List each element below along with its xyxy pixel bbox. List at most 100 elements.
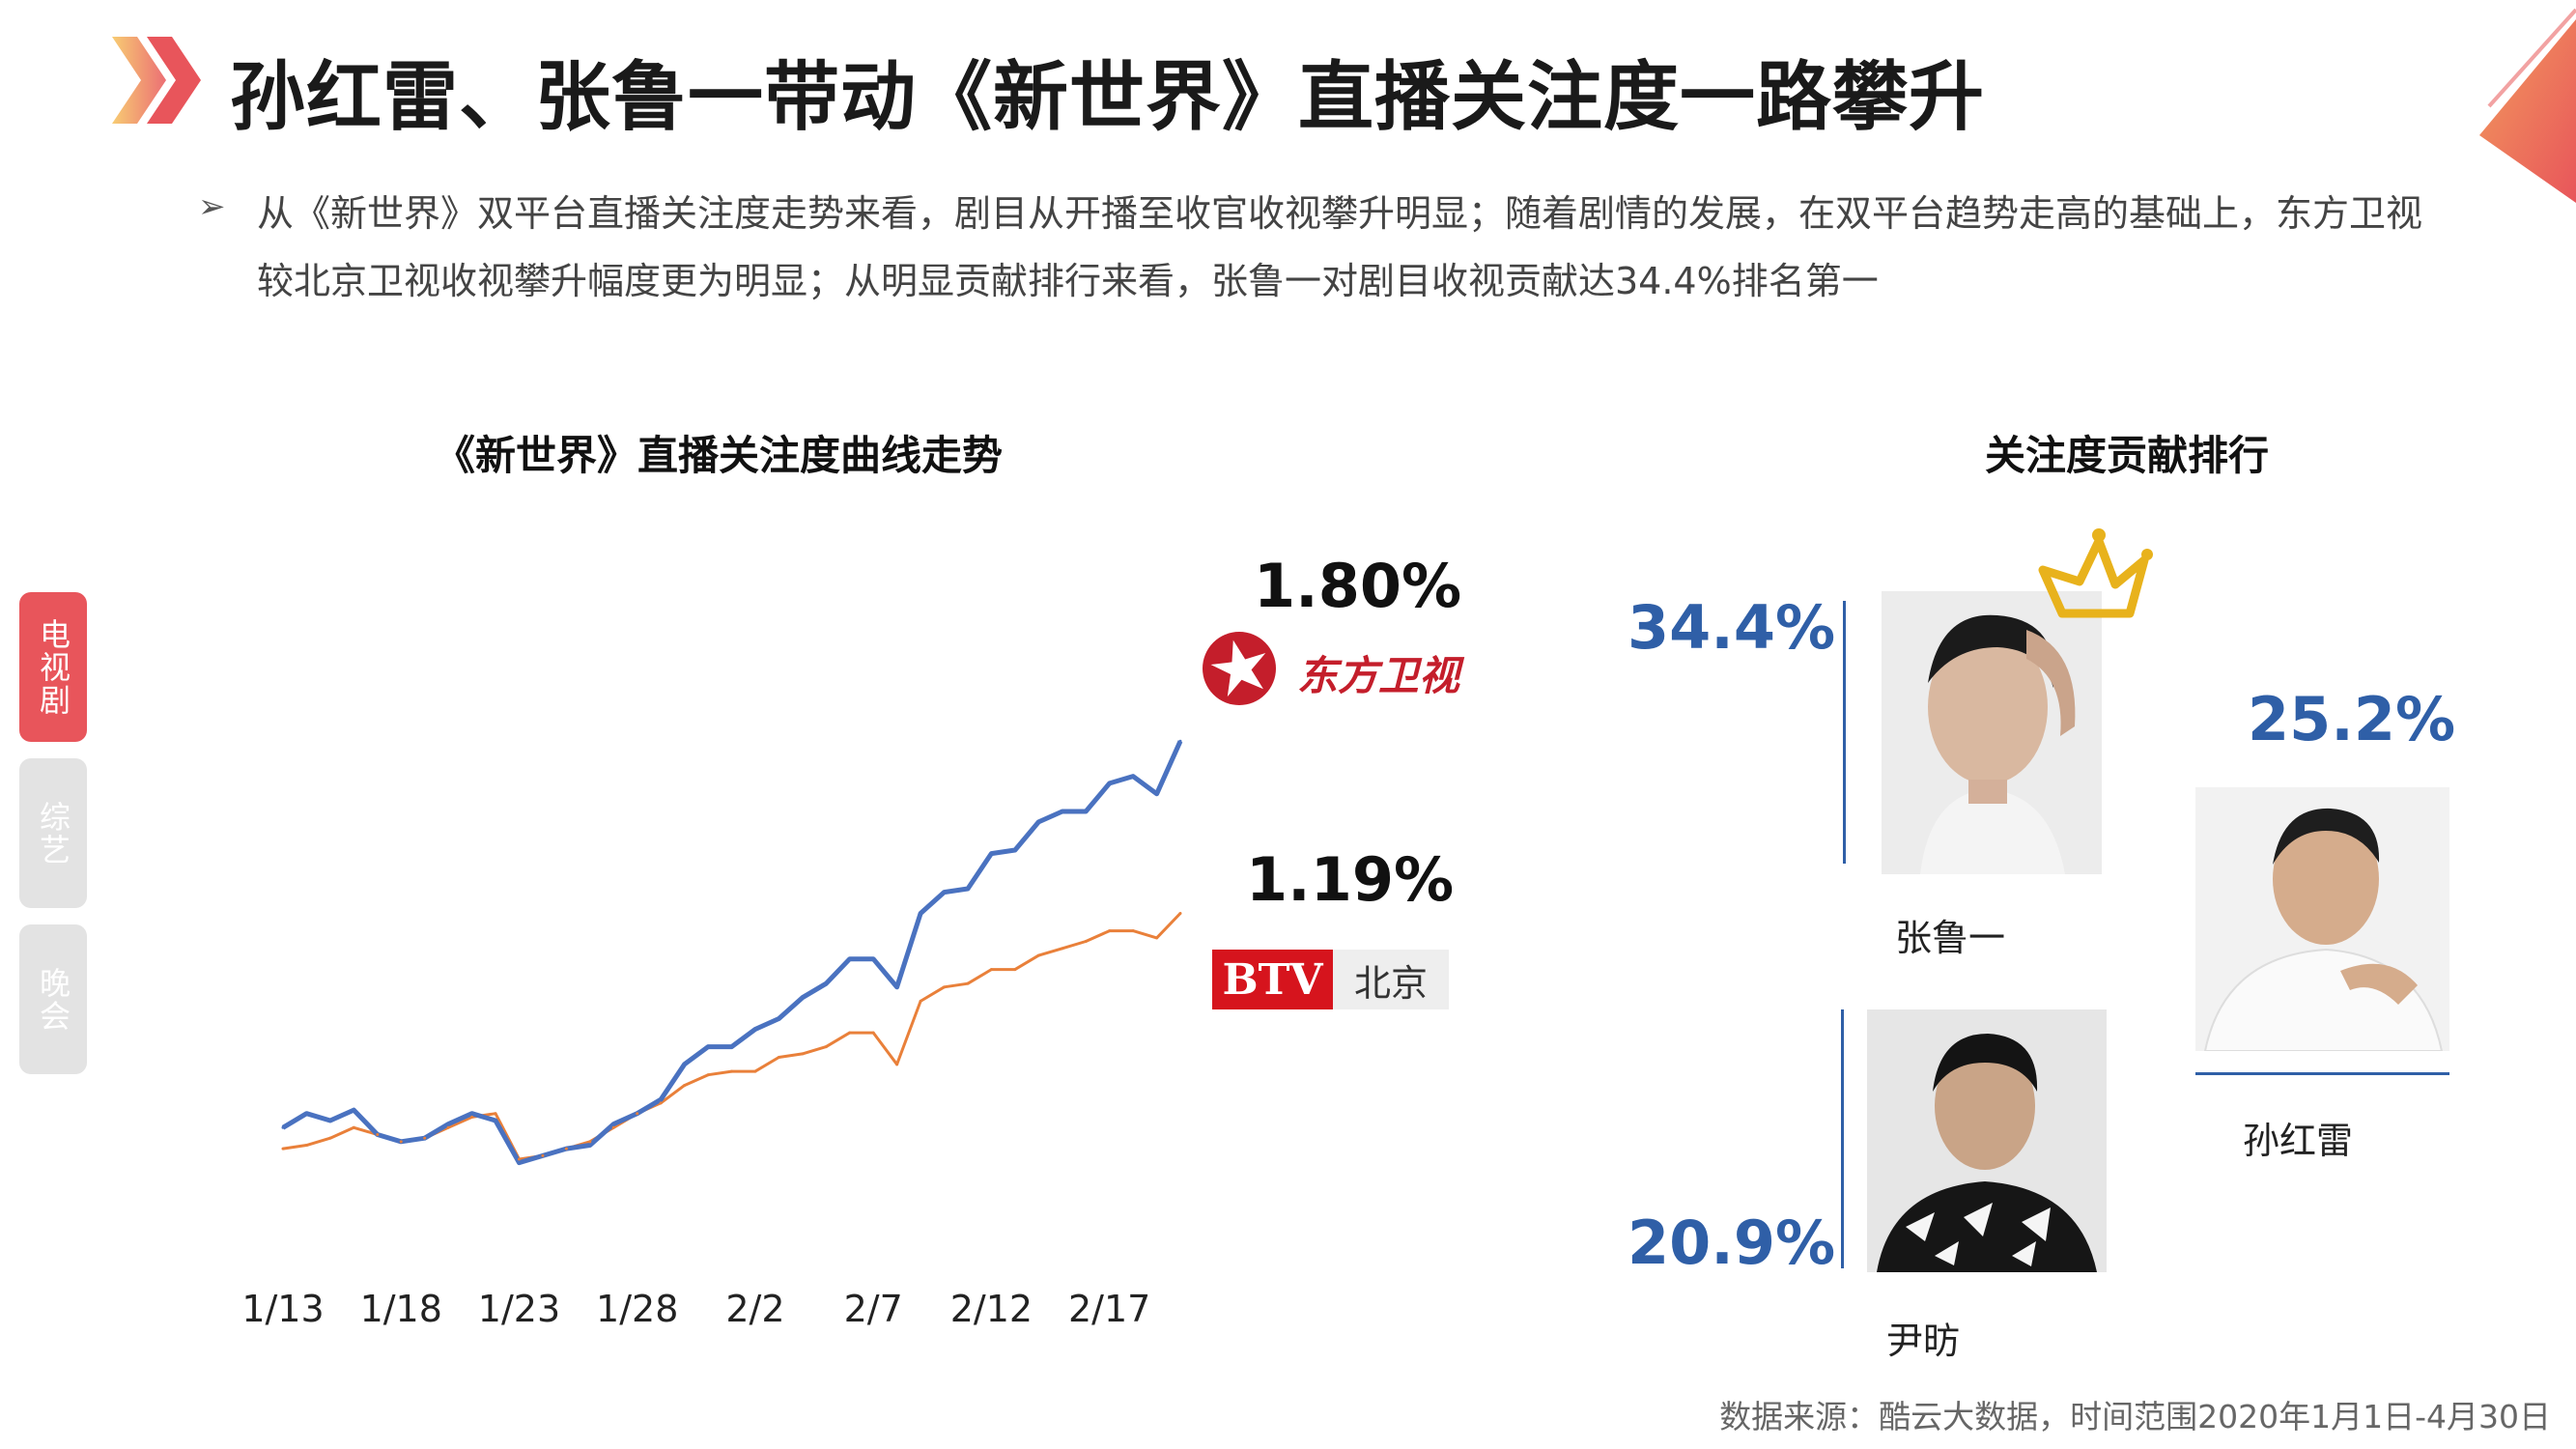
crown-icon [2038,528,2153,618]
x-tick-label-7: 2/17 [1068,1288,1150,1330]
data-source-note: 数据来源：酷云大数据，时间范围2020年1月1日-4月30日 [1719,1398,2551,1435]
data-point-beijing-12 [564,1147,568,1151]
ranking-title: 关注度贡献排行 [1985,432,2270,479]
x-tick-label-3: 1/28 [596,1288,678,1330]
data-point-dongfang-23 [824,981,828,985]
yin-fang-pct: 20.9% [1628,1208,1836,1278]
data-point-dongfang-0 [281,1125,285,1129]
data-point-beijing-5 [399,1140,403,1144]
btv-logo-mark: BTV [1212,950,1333,1009]
x-tick-label-0: 1/13 [241,1288,324,1330]
yin-fang-name: 尹昉 [1886,1320,1961,1362]
sun-honglei-divider [2195,1072,2449,1075]
btv-logo-city: 北京 [1333,950,1449,1009]
x-tick-label-2: 1/23 [478,1288,560,1330]
data-point-dongfang-8 [470,1112,474,1116]
data-point-beijing-35 [1108,929,1112,933]
corner-decoration [2479,8,2576,203]
data-point-beijing-19 [730,1069,733,1073]
data-point-beijing-9 [494,1112,497,1116]
data-point-dongfang-26 [895,985,899,989]
data-point-dongfang-2 [328,1119,332,1122]
data-point-dongfang-7 [446,1122,450,1126]
data-point-dongfang-1 [304,1112,308,1116]
dongfang-tv-logo: 东方卫视 [1201,630,1460,707]
data-point-beijing-30 [989,968,993,972]
data-point-beijing-37 [1155,936,1159,940]
data-point-beijing-36 [1131,929,1135,933]
data-point-beijing-16 [659,1101,663,1105]
data-point-dongfang-28 [943,891,947,895]
data-point-dongfang-37 [1155,792,1159,796]
data-point-beijing-17 [683,1084,687,1088]
x-tick-label-1: 1/18 [360,1288,442,1330]
sun-honglei-name: 孙红雷 [2243,1120,2354,1162]
data-point-beijing-13 [588,1140,592,1144]
data-point-dongfang-19 [730,1045,733,1049]
data-point-beijing-20 [753,1069,757,1073]
data-point-dongfang-18 [706,1045,710,1049]
zhang-luyi-divider [1843,601,1846,864]
btv-logo: BTV 北京 [1212,950,1449,1009]
data-point-beijing-34 [1084,940,1088,944]
yin-fang-photo [1867,1009,2107,1272]
data-point-beijing-4 [376,1133,380,1137]
data-point-beijing-26 [895,1063,899,1066]
data-point-beijing-8 [470,1115,474,1119]
data-point-beijing-1 [304,1143,308,1147]
page-title: 孙红雷、张鲁一带动《新世界》直播关注度一路攀升 [230,54,1986,141]
tab-gala[interactable]: 晚会 [19,924,87,1074]
data-point-beijing-24 [848,1031,852,1035]
x-axis-ticks: 1/13 1/18 1/23 1/28 2/2 2/7 2/12 2/17 [241,1288,1150,1330]
zhang-luyi-pct: 34.4% [1628,592,1836,663]
data-point-dongfang-13 [588,1143,592,1147]
data-point-beijing-18 [706,1073,710,1077]
data-point-dongfang-35 [1108,781,1112,785]
data-point-beijing-32 [1036,953,1040,957]
data-point-beijing-6 [423,1136,427,1140]
tab-tv-series[interactable]: 电视剧 [19,592,87,742]
zhang-luyi-name: 张鲁一 [1895,917,2006,959]
data-point-beijing-29 [966,981,970,985]
data-point-dongfang-31 [1013,848,1017,852]
data-point-dongfang-34 [1084,810,1088,813]
x-tick-label-5: 2/7 [844,1288,903,1330]
data-point-dongfang-3 [352,1108,355,1112]
data-point-beijing-23 [824,1045,828,1049]
data-point-dongfang-32 [1036,820,1040,824]
data-point-beijing-10 [517,1157,521,1161]
sun-honglei-photo [2195,787,2449,1051]
data-point-beijing-0 [281,1147,285,1151]
data-point-beijing-28 [943,985,947,989]
data-point-beijing-27 [919,999,922,1003]
data-point-beijing-22 [801,1052,805,1056]
data-point-dongfang-22 [801,996,805,1000]
data-point-dongfang-25 [871,957,875,961]
yin-fang-divider [1841,1009,1844,1268]
data-point-dongfang-33 [1061,810,1064,813]
sun-honglei-pct: 25.2% [2248,684,2456,754]
series-line-beijing [282,912,1182,1161]
data-point-dongfang-10 [517,1161,521,1165]
data-point-beijing-14 [611,1125,615,1129]
data-point-dongfang-14 [611,1122,615,1126]
double-chevron-icon [112,37,201,124]
data-point-beijing-15 [636,1112,639,1116]
x-tick-label-6: 2/12 [950,1288,1033,1330]
data-point-dongfang-17 [683,1063,687,1066]
data-point-dongfang-38 [1178,739,1182,743]
data-point-dongfang-24 [848,957,852,961]
dongfang-logo-text: 东方卫视 [1297,652,1460,699]
data-point-beijing-25 [871,1031,875,1035]
data-point-dongfang-20 [753,1027,757,1031]
zhang-luyi-photo [1882,591,2102,874]
data-point-beijing-3 [352,1125,355,1129]
dongfang-emblem-icon [1203,632,1276,705]
beijing-end-label: 1.19% [1246,844,1455,915]
data-point-dongfang-36 [1131,775,1135,779]
tab-variety[interactable]: 综艺 [19,758,87,908]
data-point-beijing-38 [1178,911,1182,915]
data-point-beijing-11 [541,1153,545,1157]
data-point-beijing-33 [1061,947,1064,951]
